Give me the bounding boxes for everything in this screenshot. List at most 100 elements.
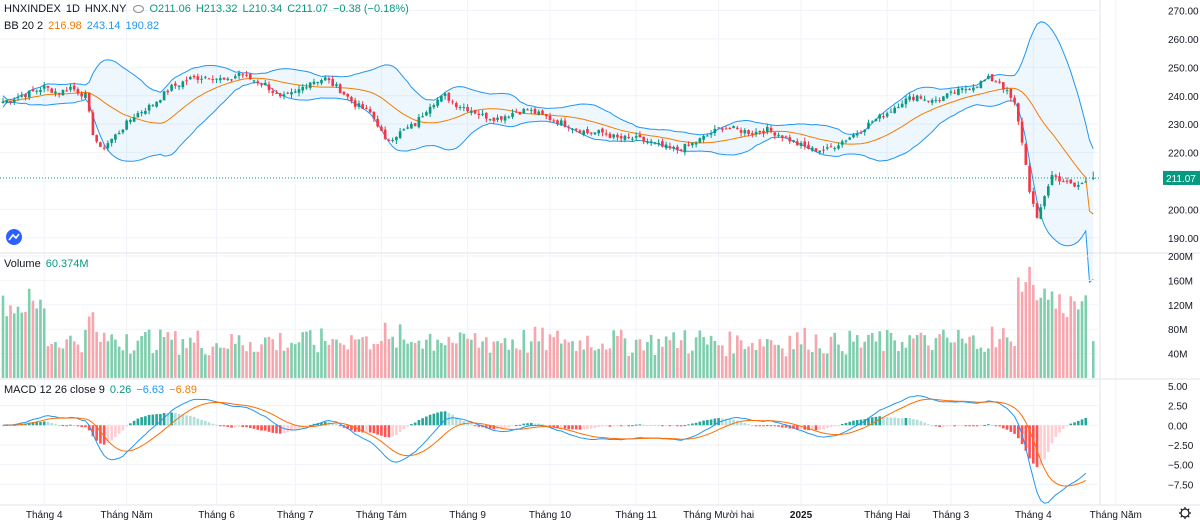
macd-hist-bar [69, 424, 72, 426]
candle-body [795, 141, 799, 146]
volume-bar [904, 347, 908, 378]
bb-label[interactable]: BB 20 2 [4, 20, 44, 32]
candle [661, 138, 664, 148]
volume-bar [162, 337, 166, 378]
macd-hist-bar [769, 425, 773, 427]
candle [425, 110, 428, 117]
candle-body [346, 93, 349, 97]
macd-hist-bar [867, 417, 870, 426]
candle [807, 141, 810, 150]
macd-tick-label: −5.00 [1168, 461, 1194, 472]
macd-hist-bar [218, 425, 222, 427]
volume-label[interactable]: Volume [4, 258, 41, 270]
bb-lower-value: 190.82 [125, 20, 160, 32]
candle-body [245, 74, 248, 76]
time-tick-label: Tháng 7 [277, 510, 314, 521]
macd-hist-bar [402, 425, 406, 430]
candle [604, 129, 608, 137]
candle-body [189, 77, 192, 80]
candle [136, 110, 140, 118]
macd-label[interactable]: MACD 12 26 close 9 [4, 384, 105, 396]
candle-body [458, 107, 462, 109]
candle-body [691, 143, 694, 146]
candle [721, 126, 724, 133]
candle-body [810, 147, 814, 151]
macd-hist-bar [267, 425, 271, 432]
macd-hist-bar [589, 425, 593, 429]
candle-body [106, 143, 110, 149]
candle-body [867, 122, 870, 129]
candle [927, 100, 930, 103]
volume-bar [987, 348, 990, 378]
volume-bar [844, 354, 848, 378]
volume-bar [923, 335, 926, 378]
macd-hist-bar [39, 422, 42, 426]
candle [893, 105, 896, 114]
candle [676, 144, 679, 154]
macd-hist-bar [601, 425, 604, 427]
volume-bar [874, 341, 878, 378]
candle [308, 81, 312, 91]
candle-body [477, 113, 481, 116]
volume-bar [499, 343, 503, 378]
candle-body [200, 78, 203, 80]
macd-hist-bar [837, 425, 840, 427]
candle [46, 85, 50, 92]
volume-bar [271, 339, 275, 378]
candle-body [799, 142, 803, 146]
price-tick-label: 250.00 [1168, 63, 1199, 74]
candle-body [765, 126, 769, 133]
candle [623, 134, 627, 143]
macd-hist-bar [511, 425, 514, 427]
time-tick-label: Tháng 11 [615, 510, 657, 521]
market-status-icon [133, 5, 145, 14]
candle [410, 121, 413, 129]
candle [919, 94, 923, 100]
volume-bar [743, 349, 747, 378]
candle-body [721, 128, 724, 130]
macd-hist-bar [455, 417, 458, 426]
candle-body [529, 109, 533, 111]
interval-label[interactable]: 1D [65, 3, 80, 15]
candle [1069, 179, 1073, 184]
close-value: C211.07 [287, 3, 328, 15]
volume-bar [335, 339, 338, 378]
gear-tooth [1180, 515, 1183, 518]
candle [35, 89, 39, 95]
candle [627, 133, 630, 140]
volume-bar [717, 345, 720, 378]
volume-bar [470, 339, 473, 378]
macd-hist-bar [488, 425, 492, 429]
candle [316, 81, 320, 86]
volume-bar [230, 333, 233, 378]
candle [395, 136, 398, 145]
macd-hist-bar [114, 425, 117, 438]
macd-tick-label: 5.00 [1168, 382, 1188, 393]
price-tick-label: 200.00 [1168, 205, 1199, 216]
candle-body [702, 135, 705, 140]
macd-hist-bar [196, 418, 200, 426]
macd-hist-bar [170, 412, 173, 426]
volume-bar [867, 334, 870, 378]
volume-bar [709, 335, 713, 378]
candle-body [634, 136, 638, 138]
volume-bar [196, 330, 200, 378]
macd-hist-bar [252, 425, 256, 429]
candle-body [668, 146, 672, 148]
bollinger-basis-line [2, 77, 1094, 215]
candle [964, 85, 968, 94]
candle-body [144, 110, 147, 114]
volume-bar [54, 342, 57, 378]
candle-body [451, 101, 454, 103]
candle [874, 118, 878, 122]
volume-bar [132, 350, 136, 378]
symbol-name[interactable]: HNXINDEX [4, 3, 61, 15]
macd-hist-bar [751, 425, 754, 427]
settings-gear-icon[interactable] [1179, 507, 1191, 519]
macd-hist-bar [780, 425, 784, 428]
candle-body [612, 134, 616, 138]
candle [848, 136, 852, 141]
volume-bar [27, 288, 31, 378]
volume-bar [721, 345, 724, 378]
